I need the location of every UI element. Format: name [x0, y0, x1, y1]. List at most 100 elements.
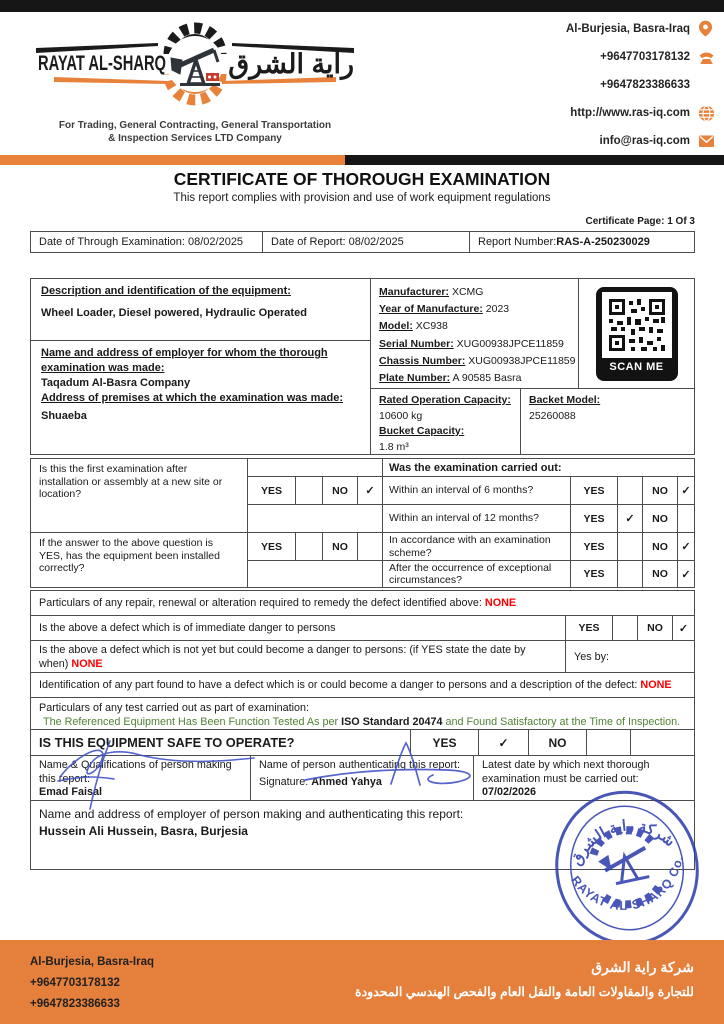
bucket-capacity-label: Bucket Capacity:	[379, 425, 465, 437]
repair-row: Particulars of any repair, renewal or al…	[30, 590, 695, 616]
company-tagline: For Trading, General Contracting, Genera…	[30, 119, 360, 145]
sub1-no-label: NO	[642, 504, 678, 533]
next-exam-cell: Latest date by which next thorough exami…	[473, 755, 695, 801]
contact-website: http://www.ras-iq.com	[380, 102, 718, 124]
qr-scan-me-label: SCAN ME	[609, 361, 664, 373]
examination-table: Is this the first examination after inst…	[30, 458, 695, 588]
footer-phone1: +9647703178132	[30, 977, 120, 989]
sub-question-scheme: In accordance with an examination scheme…	[382, 532, 571, 561]
contact-website-text: http://www.ras-iq.com	[570, 107, 690, 119]
report-number-cell: Report Number: RAS-A-250230029	[469, 231, 695, 253]
qr-code: SCAN ME	[595, 287, 678, 381]
sub-question-exceptional: After the occurrence of exceptional circ…	[382, 560, 571, 588]
q1-no-label: NO	[322, 476, 358, 505]
stamp-english-text: RAYAT AL-SHARQ Co.	[567, 851, 695, 924]
rated-capacity-label: Rated Operation Capacity:	[379, 394, 511, 406]
future-danger-text: Is the above a defect which is not yet b…	[39, 644, 526, 670]
test-green-2: and Found Satisfactory at the Time of In…	[442, 716, 681, 728]
qr-cell: SCAN ME	[578, 278, 695, 389]
logo-graphic: RAYAT AL-SHARQ راية الشرق	[36, 22, 354, 106]
immediate-yes-mark	[612, 615, 638, 641]
svg-text:RAYAT AL-SHARQ Co.: RAYAT AL-SHARQ Co.	[567, 851, 695, 924]
sub-question-12months: Within an interval of 12 months?	[382, 504, 571, 533]
backet-model-label: Backet Model:	[529, 394, 601, 406]
sub-question-6months: Within an interval of 6 months?	[382, 476, 571, 505]
sub3-yes-mark	[617, 560, 643, 588]
equipment-description-heading: Description and identification of the eq…	[41, 285, 291, 297]
separator-bar	[0, 155, 724, 165]
tagline-line1: For Trading, General Contracting, Genera…	[58, 120, 332, 131]
maker-label: Name & Qualifications of person making t…	[39, 759, 232, 785]
logo-red-box	[206, 73, 219, 81]
safe-extra-cell	[630, 729, 695, 756]
pumpjack-icon	[170, 47, 220, 86]
safe-yes-label: YES	[410, 729, 479, 756]
sub1-yes-label: YES	[570, 504, 618, 533]
test-heading: Particulars of any test carried out as p…	[39, 702, 310, 714]
company-name-ar: راية الشرق	[228, 49, 354, 81]
q2-yes-mark	[295, 532, 323, 561]
contact-email: info@ras-iq.com	[380, 130, 718, 152]
yes-by-cell: Yes by:	[565, 640, 695, 673]
repair-none-value: NONE	[484, 597, 517, 609]
auth-label: Name of person authenticating this repor…	[259, 759, 461, 771]
capacity-cell: Rated Operation Capacity: 10600 kg Bucke…	[370, 388, 521, 455]
question2-cell: If the answer to the above question is Y…	[30, 532, 248, 588]
test-green-1: The Referenced Equipment Has Been Functi…	[43, 716, 342, 728]
equipment-details-cell: Manufacturer: XCMG Year of Manufacture: …	[370, 278, 579, 389]
sub2-yes-mark	[617, 532, 643, 561]
contact-phone2-icon-slot	[698, 76, 718, 94]
contact-phone1: +9647703178132	[380, 46, 718, 68]
footer-company-name-ar: شركة راية الشرق	[591, 959, 694, 975]
q2-no-label: NO	[322, 532, 358, 561]
q1-empty-top	[247, 458, 383, 477]
page-subtitle: This report complies with provision and …	[173, 192, 551, 204]
maker-name: Emad Faisal	[39, 786, 103, 798]
employer-heading: Name and address of employer for whom th…	[41, 347, 328, 374]
sub3-yes-label: YES	[570, 560, 618, 588]
test-iso-standard: ISO Standard 20474	[341, 716, 443, 728]
immediate-danger-row: Is the above a defect which is of immedi…	[30, 615, 566, 641]
detail-manufacturer: Manufacturer: XCMG	[379, 286, 484, 298]
sub2-yes-label: YES	[570, 532, 618, 561]
contact-phone1-text: +9647703178132	[600, 51, 690, 63]
company-stamp: شركة راية الشرق RAYAT AL-SHARQ Co.	[555, 790, 699, 946]
employer-premises-cell: Name and address of employer for whom th…	[30, 340, 371, 455]
future-danger-row: Is the above a defect which is not yet b…	[30, 640, 566, 673]
report-employer-label: Name and address of employer of person m…	[39, 807, 464, 821]
safe-no-label: NO	[528, 729, 587, 756]
contact-phone2: +9647823386633	[380, 74, 718, 96]
test-row: Particulars of any test carried out as p…	[30, 697, 695, 730]
footer: Al-Burjesia, Basra-Iraq +9647703178132 +…	[0, 940, 724, 1024]
footer-address: Al-Burjesia, Basra-Iraq	[30, 956, 154, 968]
bucket-capacity-value: 1.8 m³	[379, 440, 409, 453]
q1-yes-label: YES	[247, 476, 296, 505]
top-black-bar	[0, 0, 724, 12]
safe-no-mark	[586, 729, 631, 756]
next-exam-date: 07/02/2026	[482, 786, 537, 798]
equipment-description-value: Wheel Loader, Diesel powered, Hydraulic …	[41, 307, 307, 319]
detail-serial: Serial Number: XUG00938JPCE11859	[379, 337, 564, 350]
sub0-yes-mark	[617, 476, 643, 505]
maker-signature-scribble	[57, 740, 255, 810]
authenticator-signature-scribble	[304, 741, 471, 786]
stamp-pumpjack-icon	[589, 826, 663, 909]
identification-none: NONE	[640, 679, 672, 691]
employer-value: Taqadum Al-Basra Company	[41, 377, 191, 389]
equipment-section: Description and identification of the eq…	[30, 278, 695, 455]
auth-name: Ahmed Yahya	[311, 775, 382, 788]
next-exam-label: Latest date by which next thorough exami…	[482, 759, 650, 785]
footer-phone2: +9647823386633	[30, 998, 120, 1010]
phone-icon	[698, 48, 718, 66]
immediate-no-label: NO	[637, 615, 673, 641]
globe-icon	[698, 104, 718, 122]
report-employer-value: Hussein Ali Hussein, Basra, Burjesia	[39, 824, 248, 838]
company-name-en: RAYAT AL-SHARQ	[38, 52, 166, 75]
contact-address-text: Al-Burjesia, Basra-Iraq	[566, 23, 690, 35]
sub3-no-label: NO	[642, 560, 678, 588]
premises-value: Shuaeba	[41, 410, 87, 422]
equipment-description-cell: Description and identification of the eq…	[30, 278, 371, 341]
authenticator-cell: Name of person authenticating this repor…	[250, 755, 474, 801]
report-number-value: RAS-A-250230029	[556, 236, 650, 248]
company-logo: RAYAT AL-SHARQ راية الشرق For Trading, G…	[30, 16, 360, 145]
